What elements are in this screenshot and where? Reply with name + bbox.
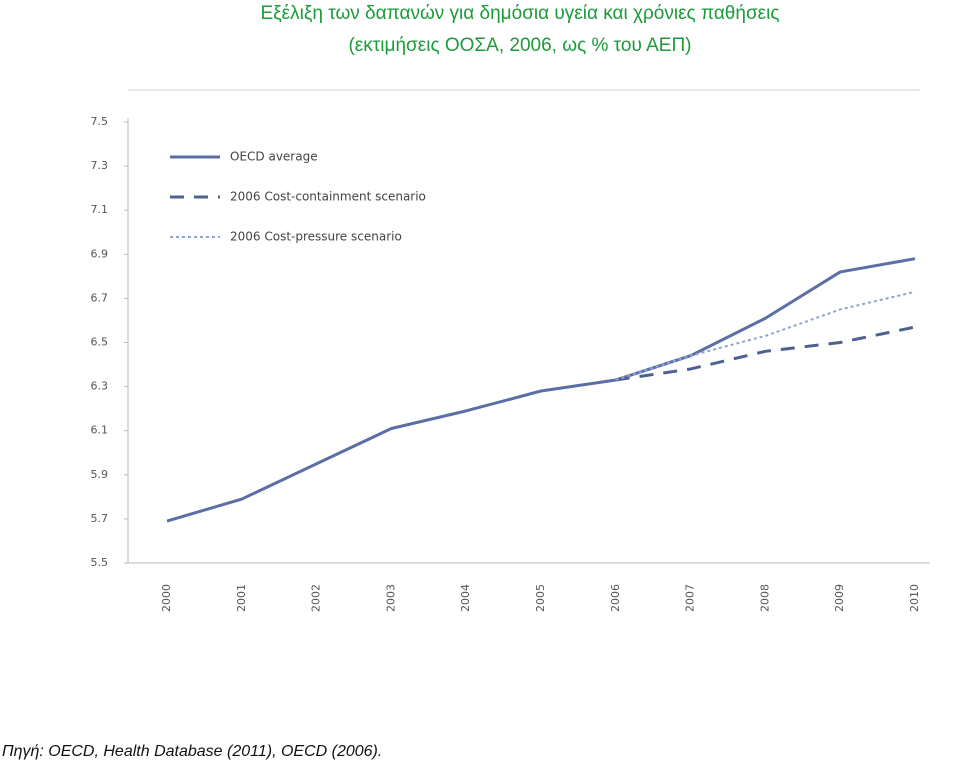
- x-tick-label: 2008: [758, 584, 771, 612]
- x-tick-label: 2003: [384, 584, 397, 612]
- y-tick-label: 6.9: [91, 247, 109, 260]
- series-line: [166, 257, 916, 523]
- y-tick-label: 5.7: [91, 512, 109, 525]
- y-tick-label: 5.5: [91, 556, 109, 569]
- y-tick-label: 6.5: [91, 336, 109, 349]
- x-tick-label: 2010: [908, 584, 921, 612]
- y-tick-label: 6.7: [91, 291, 109, 304]
- y-tick-label: 6.1: [91, 424, 109, 437]
- legend-label: OECD average: [230, 150, 318, 164]
- y-tick-label: 7.5: [91, 115, 109, 128]
- y-tick-label: 7.3: [91, 159, 109, 172]
- x-tick-label: 2005: [534, 584, 547, 612]
- legend-label: 2006 Cost-containment scenario: [230, 190, 426, 204]
- series-line: [615, 290, 916, 381]
- x-tick-label: 2001: [235, 584, 248, 612]
- x-tick-label: 2006: [609, 584, 622, 612]
- x-tick-label: 2004: [459, 584, 472, 612]
- chart-title: Εξέλιξη των δαπανών για δημόσια υγεία κα…: [260, 3, 779, 24]
- x-tick-label: 2007: [684, 584, 697, 612]
- y-tick-label: 5.9: [91, 468, 109, 481]
- x-tick-label: 2002: [310, 584, 323, 612]
- y-tick-label: 7.1: [91, 203, 109, 216]
- x-tick-label: 2009: [833, 584, 846, 612]
- source-note: Πηγή: OECD, Health Database (2011), OECD…: [2, 743, 382, 760]
- x-tick-label: 2000: [160, 584, 173, 612]
- y-tick-label: 6.3: [91, 380, 109, 393]
- legend-label: 2006 Cost-pressure scenario: [230, 230, 402, 244]
- series-line: [615, 325, 916, 382]
- chart-subtitle: (εκτιμήσεις ΟΟΣΑ, 2006, ως % του ΑΕΠ): [348, 35, 691, 56]
